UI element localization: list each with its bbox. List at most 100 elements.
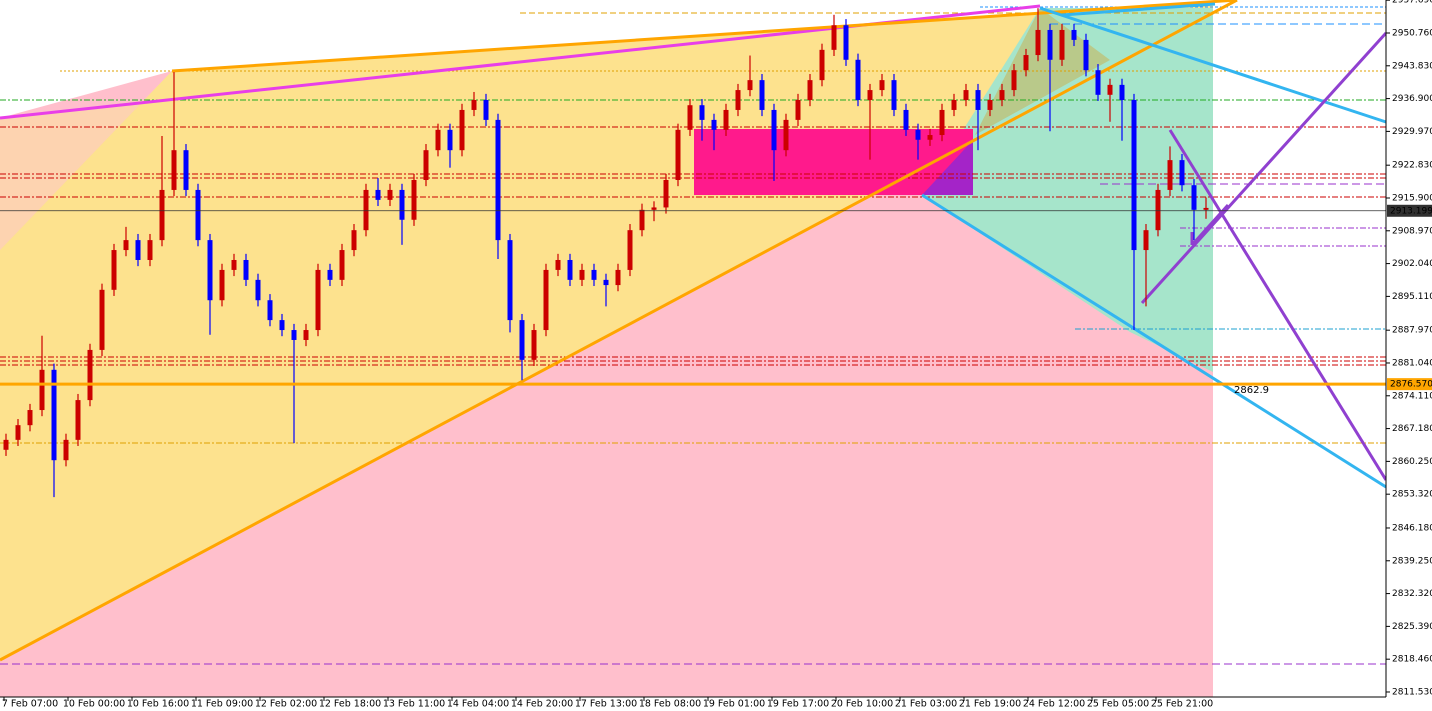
price-overlay xyxy=(0,210,1386,386)
candle-body xyxy=(843,25,849,60)
candle-body xyxy=(87,349,93,401)
y-axis-panel xyxy=(1386,0,1432,711)
y-tick-label: 2874.110 xyxy=(1392,391,1432,401)
candle-body xyxy=(1179,160,1185,186)
y-tick-label: 2846.180 xyxy=(1392,523,1432,533)
x-tick-label: 25 Feb 21:00 xyxy=(1151,699,1213,710)
y-tick-label: 2902.040 xyxy=(1392,259,1432,269)
candle-body xyxy=(891,80,897,110)
candle-body xyxy=(183,150,189,190)
zone-purple xyxy=(922,140,973,195)
candle-body xyxy=(375,189,381,200)
y-tick-label: 2943.830 xyxy=(1392,61,1432,71)
candle-body xyxy=(939,109,945,136)
candle-body xyxy=(867,90,873,101)
y-tick-label: 2811.530 xyxy=(1392,687,1432,697)
candle-body xyxy=(339,250,345,280)
zone-white xyxy=(0,0,1213,118)
candle-body xyxy=(711,119,717,130)
candle-body xyxy=(831,25,837,50)
x-tick-label: 10 Feb 16:00 xyxy=(127,699,189,710)
candle-body xyxy=(795,100,801,120)
y-tick-label: 2908.970 xyxy=(1392,226,1432,236)
y-tick-label: 2881.040 xyxy=(1392,358,1432,368)
candle-body xyxy=(1203,207,1209,210)
y-tick-label: 2929.970 xyxy=(1392,127,1432,137)
candle-body xyxy=(327,269,333,280)
candle-body xyxy=(483,100,489,120)
y-tick-label: 2832.320 xyxy=(1392,589,1432,599)
candle-body xyxy=(1023,55,1029,71)
candle-body xyxy=(951,100,957,110)
candle-body xyxy=(687,105,693,130)
candle-body xyxy=(1131,100,1137,251)
candle-body xyxy=(111,250,117,290)
y-tick-label: 2950.760 xyxy=(1392,28,1432,38)
zone-magenta xyxy=(694,129,973,195)
candle-body xyxy=(819,49,825,81)
x-tick-label: 11 Feb 09:00 xyxy=(191,699,253,710)
candle-body xyxy=(555,259,561,270)
candle-body xyxy=(1107,84,1113,95)
candle-body xyxy=(615,269,621,286)
candle-body xyxy=(723,109,729,130)
x-tick-label: 20 Feb 10:00 xyxy=(831,699,893,710)
candle-body xyxy=(783,119,789,151)
x-tick-label: 10 Feb 00:00 xyxy=(63,699,125,710)
candle-body xyxy=(747,80,753,91)
price-box xyxy=(1387,378,1432,391)
candle-body xyxy=(1035,29,1041,56)
candle-body xyxy=(627,230,633,270)
price-box xyxy=(1387,204,1432,217)
candle-body xyxy=(1059,29,1065,60)
y-tick-label: 2825.390 xyxy=(1392,622,1432,632)
x-tick-label: 12 Feb 02:00 xyxy=(255,699,317,710)
candle-body xyxy=(363,189,369,231)
candle-body xyxy=(471,100,477,110)
candle-body xyxy=(303,330,309,340)
y-tick-label: 2818.460 xyxy=(1392,655,1432,665)
candle-body xyxy=(663,180,669,208)
y-tick-label: 2957.690 xyxy=(1392,0,1432,6)
candle-body xyxy=(855,59,861,101)
candle-body xyxy=(219,269,225,301)
candle-body xyxy=(63,439,69,461)
candle-body xyxy=(567,259,573,280)
candle-body xyxy=(807,80,813,101)
candle-body xyxy=(735,90,741,110)
x-tick-label: 21 Feb 19:00 xyxy=(959,699,1021,710)
candle-body xyxy=(135,240,141,260)
candle-body xyxy=(399,189,405,220)
candle-body xyxy=(3,439,9,450)
candle-body xyxy=(195,189,201,241)
y-tick-label: 2895.110 xyxy=(1392,292,1432,302)
candle-body xyxy=(999,90,1005,101)
candle-body xyxy=(159,189,165,241)
candle-body xyxy=(675,129,681,181)
candle-body xyxy=(315,269,321,331)
candle-body xyxy=(879,80,885,91)
candle-body xyxy=(759,80,765,110)
y-tick-label: 2922.830 xyxy=(1392,161,1432,171)
candle-body xyxy=(975,90,981,110)
candle-body xyxy=(411,180,417,220)
level-lines xyxy=(0,6,1386,665)
candle-body xyxy=(915,129,921,140)
candle-body xyxy=(207,240,213,301)
candle-body xyxy=(543,269,549,331)
candle-body xyxy=(15,425,21,440)
candle-body xyxy=(243,259,249,280)
y-tick-label: 2839.250 xyxy=(1392,556,1432,566)
candle-body xyxy=(1119,84,1125,101)
candle-body xyxy=(1095,70,1101,95)
candle-body xyxy=(1155,189,1161,231)
candle-body xyxy=(171,150,177,190)
x-tick-label: 19 Feb 01:00 xyxy=(703,699,765,710)
candle-body xyxy=(435,129,441,151)
candle-body xyxy=(1143,230,1149,251)
x-tick-label: 19 Feb 17:00 xyxy=(767,699,829,710)
candle-body xyxy=(699,105,705,120)
candle-body xyxy=(147,240,153,260)
candle-body xyxy=(591,269,597,280)
x-tick-label: 13 Feb 11:00 xyxy=(383,699,445,710)
